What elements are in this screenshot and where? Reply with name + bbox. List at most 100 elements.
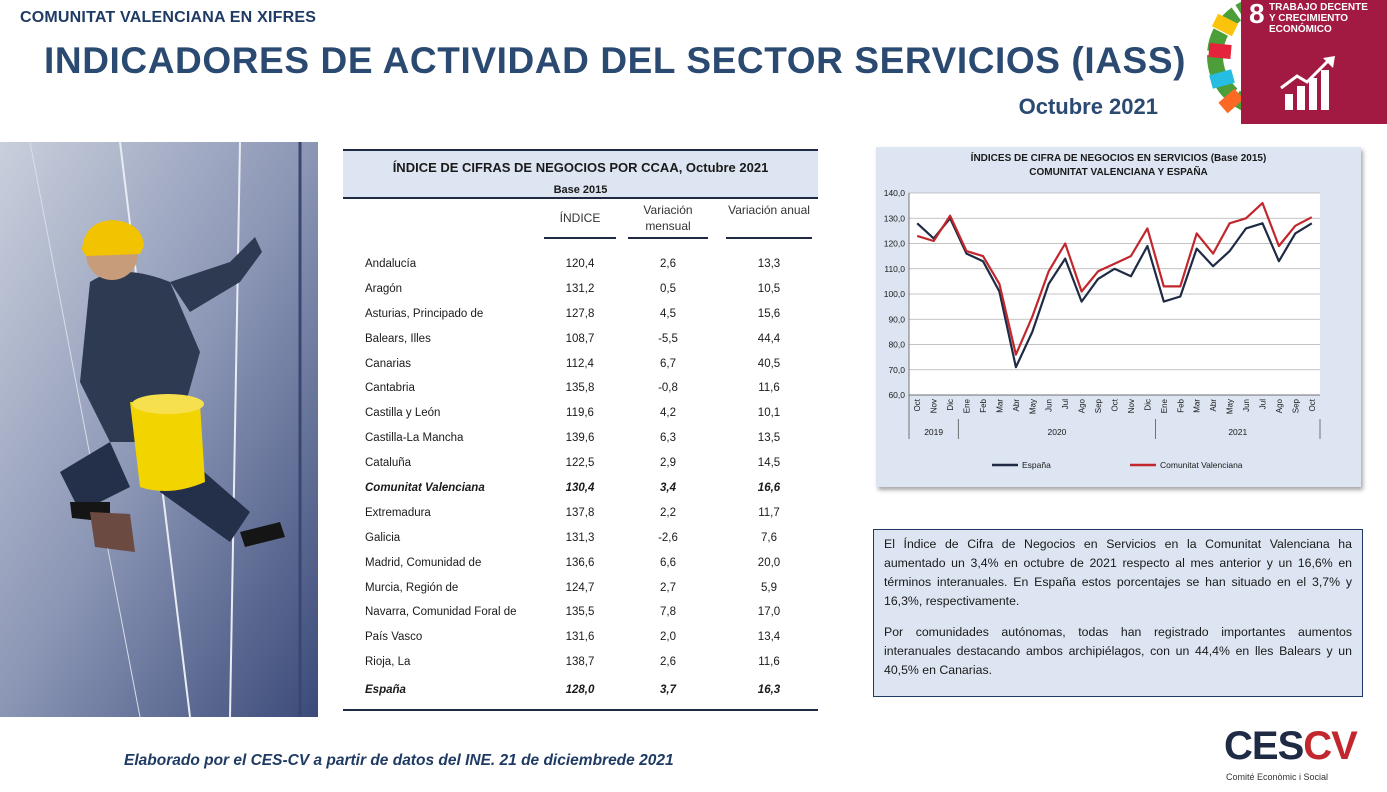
summary-paragraph-1: El Índice de Cifra de Negocios en Servic… — [884, 537, 1352, 608]
x-tick-label: Ago — [1078, 398, 1087, 413]
ces-cv-logo: CESCV Comité Econòmic i Social — [1224, 724, 1359, 786]
legend-label: España — [1022, 460, 1051, 470]
cell-region: Aragón — [365, 282, 403, 295]
chart-title-block: ÍNDICES DE CIFRA DE NEGOCIOS EN SERVICIO… — [876, 152, 1361, 180]
window-cleaner-photo — [0, 142, 318, 717]
x-tick-label: Dic — [1143, 399, 1152, 411]
cell-annual: 5,9 — [761, 581, 777, 594]
x-tick-label: Mar — [1193, 399, 1202, 413]
cell-annual: 20,0 — [757, 556, 781, 569]
x-tick-label: Ago — [1275, 398, 1284, 413]
summary-paragraph-2: Por comunidades autónomas, todas han reg… — [884, 625, 1352, 677]
table-header: ÍNDICE DE CIFRAS DE NEGOCIOS POR CCAA, O… — [343, 149, 818, 199]
column-header-annual: Variación anual — [726, 202, 812, 239]
sdg-panel: 8 TRABAJO DECENTE Y CRECIMIENTO ECONÓMIC… — [1241, 0, 1387, 124]
y-tick-label: 130,0 — [884, 213, 906, 223]
cell-annual: 16,3 — [757, 684, 781, 697]
sdg-goal-8-badge: 8 TRABAJO DECENTE Y CRECIMIENTO ECONÓMIC… — [1205, 0, 1387, 124]
cell-region: Cantabria — [365, 382, 415, 395]
chart-canvas: 60,0 70,0 80,0 90,0 100,0 110,0 120,0 130,0 140,… — [884, 188, 1321, 470]
growth-chart-icon — [1280, 56, 1335, 110]
kicker-text: COMUNITAT VALENCIANA EN XIFRES — [20, 9, 317, 26]
table-body: Andalucía 120,4 2,6 13,3 Aragón 131,2 0,5 10,5… — [343, 253, 818, 704]
y-tick-label: 140,0 — [884, 188, 906, 198]
cell-index: 135,5 — [565, 606, 595, 619]
cell-annual: 13,4 — [757, 631, 781, 644]
cell-annual: 10,1 — [757, 407, 781, 420]
cell-region: Galicia — [365, 531, 401, 544]
x-tick-label: Jul — [1061, 399, 1070, 409]
y-tick-label: 90,0 — [888, 314, 905, 324]
cell-annual: 13,5 — [757, 432, 781, 445]
logo-accent-text: CV — [1303, 724, 1358, 768]
cell-index: 131,6 — [565, 631, 595, 644]
cell-monthly: 6,6 — [660, 556, 676, 569]
year-label: 2020 — [1047, 427, 1066, 437]
ccaa-index-table: ÍNDICE DE CIFRAS DE NEGOCIOS POR CCAA, O… — [343, 149, 818, 712]
x-tick-label: Sep — [1094, 398, 1103, 413]
logo-subtitle: Comité Econòmic i Social — [1226, 772, 1329, 782]
x-tick-label: May — [1028, 399, 1037, 414]
y-tick-label: 70,0 — [888, 365, 905, 375]
cell-annual: 40,5 — [757, 357, 781, 370]
x-tick-label: Mar — [995, 399, 1004, 413]
cell-region: Castilla-La Mancha — [365, 432, 464, 445]
cell-annual: 10,5 — [757, 282, 781, 295]
cell-region: Balears, Illes — [365, 332, 431, 345]
cell-monthly: 3,4 — [660, 482, 676, 495]
cell-region: Asturias, Principado de — [365, 307, 484, 320]
cell-region: Rioja, La — [365, 656, 411, 669]
table-row: Galicia 131,3 -2,6 7,6 — [343, 527, 818, 552]
cell-index: 122,5 — [565, 457, 595, 470]
table-row: País Vasco 131,6 2,0 13,4 — [343, 626, 818, 651]
series-line-espana — [916, 217, 1313, 369]
cell-monthly: 4,2 — [660, 407, 676, 420]
cell-annual: 44,4 — [757, 332, 781, 345]
x-tick-label: Jun — [1242, 399, 1251, 412]
sdg-color-ring-icon — [1207, 0, 1265, 116]
table-row: Navarra, Comunidad Foral de 135,5 7,8 17,0 — [343, 601, 818, 626]
cell-region: Canarias — [365, 357, 412, 370]
cell-region: Andalucía — [365, 258, 417, 270]
x-tick-label: Dic — [946, 399, 955, 411]
table-row: Castilla y León 119,6 4,2 10,1 — [343, 402, 818, 427]
x-tick-label: Jul — [1258, 399, 1267, 409]
cell-index: 112,4 — [566, 357, 594, 370]
cell-annual: 11,6 — [758, 656, 780, 669]
table-column-headers: ÍNDICE Variación mensual Variación anual — [343, 202, 818, 242]
series-line-comunitat-valenciana — [916, 201, 1313, 356]
y-tick-label: 100,0 — [884, 289, 906, 299]
cell-index: 135,8 — [565, 382, 595, 395]
cell-monthly: -5,5 — [658, 332, 678, 345]
cell-annual: 15,6 — [757, 307, 781, 320]
table-title: ÍNDICE DE CIFRAS DE NEGOCIOS POR CCAA, O… — [392, 160, 769, 175]
cell-annual: 14,5 — [757, 457, 781, 470]
table-row: Castilla-La Mancha 139,6 6,3 13,5 — [343, 427, 818, 452]
table-row: Murcia, Región de 124,7 2,7 5,9 — [343, 577, 818, 602]
sdg-number: 8 — [1249, 0, 1265, 29]
cell-annual: 7,6 — [761, 531, 777, 544]
table-row: Andalucía 120,4 2,6 13,3 — [343, 253, 818, 278]
page-title: INDICADORES DE ACTIVIDAD DEL SECTOR SERV… — [44, 40, 1187, 81]
cell-region: España — [365, 684, 406, 697]
cell-annual: 16,6 — [757, 482, 781, 495]
chart-title: ÍNDICES DE CIFRA DE NEGOCIOS EN SERVICIO… — [970, 153, 1267, 164]
y-tick-label: 60,0 — [888, 390, 905, 400]
cell-monthly: 0,5 — [660, 282, 676, 295]
cell-monthly: 2,2 — [660, 506, 676, 519]
table-row: Rioja, La 138,7 2,6 11,6 — [343, 651, 818, 676]
table-row-total: España 128,0 3,7 16,3 — [343, 679, 818, 704]
cell-annual: 11,7 — [758, 506, 780, 519]
cell-monthly: 3,7 — [660, 684, 676, 697]
y-tick-label: 120,0 — [884, 239, 906, 249]
cell-monthly: 2,7 — [660, 581, 676, 594]
x-tick-label: Ene — [963, 398, 972, 413]
logo-wordmark: CESCV — [1224, 724, 1358, 769]
cell-index: 128,0 — [565, 684, 595, 697]
table-row: Canarias 112,4 6,7 40,5 — [343, 353, 818, 378]
chart-subtitle: COMUNITAT VALENCIANA Y ESPAÑA — [1029, 167, 1208, 178]
table-row-highlight: Comunitat Valenciana 130,4 3,4 16,6 — [343, 477, 818, 502]
cell-region: Comunitat Valenciana — [365, 482, 485, 495]
x-tick-label: Feb — [1176, 398, 1185, 412]
period-label: Octubre 2021 — [1018, 94, 1158, 119]
